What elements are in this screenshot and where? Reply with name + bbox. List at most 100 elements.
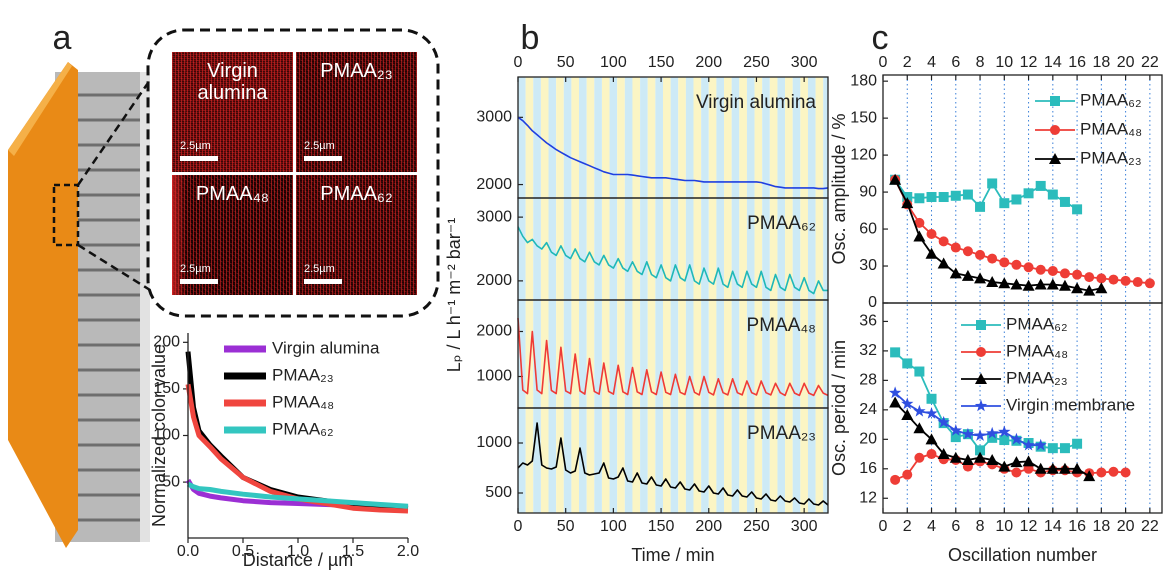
series-label: PMAA₂₃ bbox=[747, 423, 816, 444]
marker bbox=[902, 192, 913, 203]
marker bbox=[975, 201, 986, 212]
phase-stripe bbox=[601, 77, 610, 513]
subplot-frame bbox=[882, 302, 1163, 514]
marker bbox=[890, 474, 901, 485]
legend-label: Virgin membrane bbox=[1006, 395, 1135, 414]
phase-stripe bbox=[731, 77, 740, 513]
phase-stripe bbox=[670, 77, 679, 513]
data-line bbox=[894, 351, 1078, 452]
micrograph-label: PMAA₆₂ bbox=[320, 183, 393, 205]
marker bbox=[901, 397, 914, 410]
phase-stripe bbox=[556, 77, 564, 513]
phase-stripe bbox=[640, 77, 648, 513]
marker bbox=[1132, 277, 1143, 288]
marker bbox=[974, 399, 988, 412]
marker bbox=[938, 236, 949, 247]
x-tick-label-top: 50 bbox=[557, 54, 575, 71]
scale-bar bbox=[180, 156, 218, 161]
marker bbox=[986, 426, 999, 439]
marker bbox=[1108, 274, 1119, 285]
phase-stripe bbox=[563, 77, 572, 513]
marker bbox=[987, 432, 998, 443]
y-tick-label: 500 bbox=[485, 484, 512, 501]
y-tick-label: 30 bbox=[859, 257, 877, 274]
y-tick-label: 3000 bbox=[476, 109, 512, 126]
marker bbox=[1011, 194, 1022, 205]
y-tick-label: 3000 bbox=[476, 208, 512, 225]
marker bbox=[1023, 262, 1034, 273]
data-line bbox=[186, 481, 409, 509]
marker bbox=[914, 217, 925, 228]
x-tick-label-top: 14 bbox=[1044, 54, 1062, 71]
x-tick-label: 2.0 bbox=[397, 543, 419, 560]
marker bbox=[1059, 443, 1070, 454]
scale-bar-label: 2.5µm bbox=[304, 263, 335, 275]
legend-label: PMAA₄₈ bbox=[1006, 341, 1068, 360]
x-tick-label-top: 300 bbox=[791, 54, 818, 71]
phase-stripe bbox=[624, 77, 633, 513]
x-tick-label: 100 bbox=[600, 518, 627, 535]
marker bbox=[998, 277, 1011, 289]
marker bbox=[890, 347, 901, 358]
phase-stripe bbox=[708, 77, 717, 513]
phase-stripe bbox=[746, 77, 755, 513]
marker bbox=[1058, 462, 1071, 474]
marker bbox=[901, 409, 914, 420]
marker bbox=[1010, 278, 1023, 290]
marker bbox=[913, 422, 926, 434]
data-line bbox=[517, 317, 829, 397]
phase-stripe bbox=[777, 77, 786, 513]
marker bbox=[949, 267, 962, 279]
y-tick-label: 150 bbox=[850, 109, 877, 126]
micrograph-label: PMAA₄₈ bbox=[195, 183, 270, 205]
scale-bar-label: 2.5µm bbox=[180, 140, 211, 152]
micrograph-label: Virgin alumina bbox=[197, 60, 268, 104]
marker bbox=[975, 445, 986, 456]
panel-label: a bbox=[53, 19, 72, 57]
marker bbox=[1072, 269, 1083, 280]
marker bbox=[925, 433, 938, 445]
marker bbox=[998, 425, 1011, 438]
marker bbox=[1047, 189, 1058, 200]
marker bbox=[902, 358, 913, 369]
scale-bar bbox=[304, 279, 342, 284]
marker bbox=[975, 249, 986, 260]
marker bbox=[962, 246, 973, 257]
marker bbox=[973, 429, 987, 441]
marker bbox=[1083, 470, 1096, 482]
phase-stripe bbox=[540, 77, 549, 513]
data-line bbox=[894, 179, 1150, 285]
legend-label: PMAA₂₃ bbox=[1006, 368, 1068, 387]
x-tick-label: 2 bbox=[903, 518, 912, 535]
x-tick-label: 10 bbox=[995, 518, 1013, 535]
marker bbox=[1046, 278, 1059, 290]
phase-stripe bbox=[571, 77, 580, 513]
x-tick-label: 0 bbox=[514, 518, 523, 535]
marker bbox=[914, 452, 925, 463]
micrograph: PMAA₄₈ 2.5µm bbox=[172, 175, 293, 295]
legend-label: PMAA₄₈ bbox=[1080, 119, 1142, 138]
x-tick-label-top: 4 bbox=[927, 54, 936, 71]
x-tick-label: 16 bbox=[1068, 518, 1086, 535]
scale-bar bbox=[180, 279, 218, 284]
data-line bbox=[185, 383, 409, 514]
x-axis-label: Oscillation number bbox=[948, 545, 1097, 565]
marker bbox=[975, 373, 987, 384]
phase-stripe bbox=[586, 77, 595, 513]
x-tick-label: 6 bbox=[951, 518, 960, 535]
phase-stripe bbox=[701, 77, 709, 513]
marker bbox=[1058, 279, 1071, 291]
y-axis-label: Lₚ / L h⁻¹ m⁻² bar⁻¹ bbox=[444, 218, 464, 373]
phase-stripe bbox=[579, 77, 587, 513]
marker bbox=[1011, 259, 1022, 270]
marker bbox=[937, 448, 950, 460]
polymer-layer bbox=[8, 62, 78, 548]
marker bbox=[961, 453, 974, 465]
x-tick-label: 20 bbox=[1117, 518, 1135, 535]
x-tick-label: 8 bbox=[976, 518, 985, 535]
marker bbox=[937, 257, 950, 269]
x-tick-label-top: 6 bbox=[951, 54, 960, 71]
marker bbox=[889, 173, 902, 185]
x-tick-label: 250 bbox=[743, 518, 770, 535]
marker bbox=[1050, 125, 1060, 135]
